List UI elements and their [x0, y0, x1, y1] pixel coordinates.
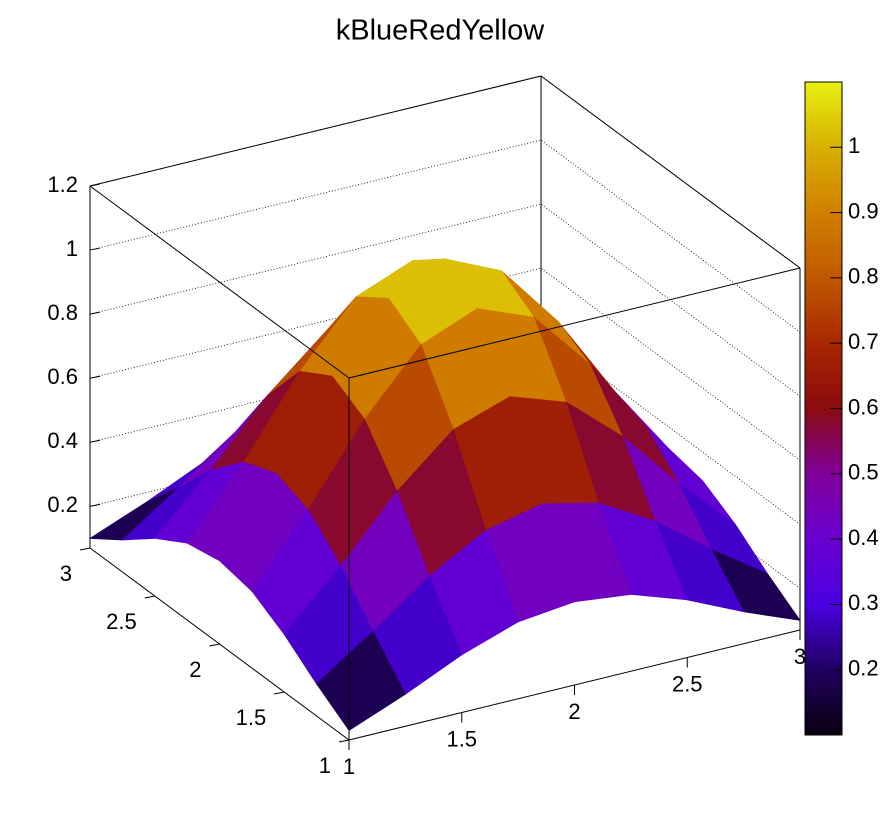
colorbar-tick-label: 0.8 — [848, 264, 879, 289]
x-tick-label: 1 — [343, 754, 355, 779]
y-tick — [79, 547, 91, 551]
y-tick-label: 2.5 — [106, 609, 137, 634]
x-tick-label: 2 — [568, 699, 580, 724]
z-tick-label: 1 — [66, 236, 78, 261]
y-tick — [144, 595, 155, 599]
z-tick — [89, 503, 101, 507]
y-tick-label: 1 — [319, 753, 331, 778]
chart-title: kBlueRedYellow — [336, 15, 546, 47]
box-edge — [348, 267, 801, 379]
colorbar-tick-label: 0.3 — [848, 590, 879, 615]
z-tick — [89, 183, 101, 187]
y-tick-label: 1.5 — [236, 705, 267, 730]
colorbar-tick-label: 1 — [848, 133, 860, 158]
y-tick-label: 2 — [189, 657, 201, 682]
colorbar-tick-label: 0.2 — [848, 656, 879, 681]
y-tick — [274, 691, 285, 695]
z-tick — [89, 247, 101, 251]
box-edge — [89, 75, 542, 187]
z-tick-label: 0.2 — [47, 492, 78, 517]
colorbar-tick-label: 0.4 — [848, 525, 879, 550]
z-tick — [89, 439, 101, 443]
z-tick-label: 1.2 — [47, 172, 78, 197]
colorbar-tick-label: 0.5 — [848, 460, 879, 485]
x-tick-label: 1.5 — [446, 726, 477, 751]
x-tick-label: 3 — [794, 644, 806, 669]
y-tick — [209, 643, 220, 647]
colorbar-tick-label: 0.9 — [848, 198, 879, 223]
y-tick — [338, 739, 350, 743]
z-tick-label: 0.4 — [47, 428, 78, 453]
z-tick-label: 0.8 — [47, 300, 78, 325]
z-tick — [89, 375, 101, 379]
x-tick-label: 2.5 — [672, 671, 703, 696]
y-tick-label: 3 — [60, 561, 72, 586]
z-tick — [89, 311, 101, 315]
surface-cell — [316, 631, 406, 731]
box-edge — [89, 185, 350, 379]
colorbar-tick-label: 0.7 — [848, 329, 879, 354]
colorbar-tick-label: 0.6 — [848, 394, 879, 419]
grid-line — [89, 75, 801, 269]
z-tick-label: 0.6 — [47, 364, 78, 389]
